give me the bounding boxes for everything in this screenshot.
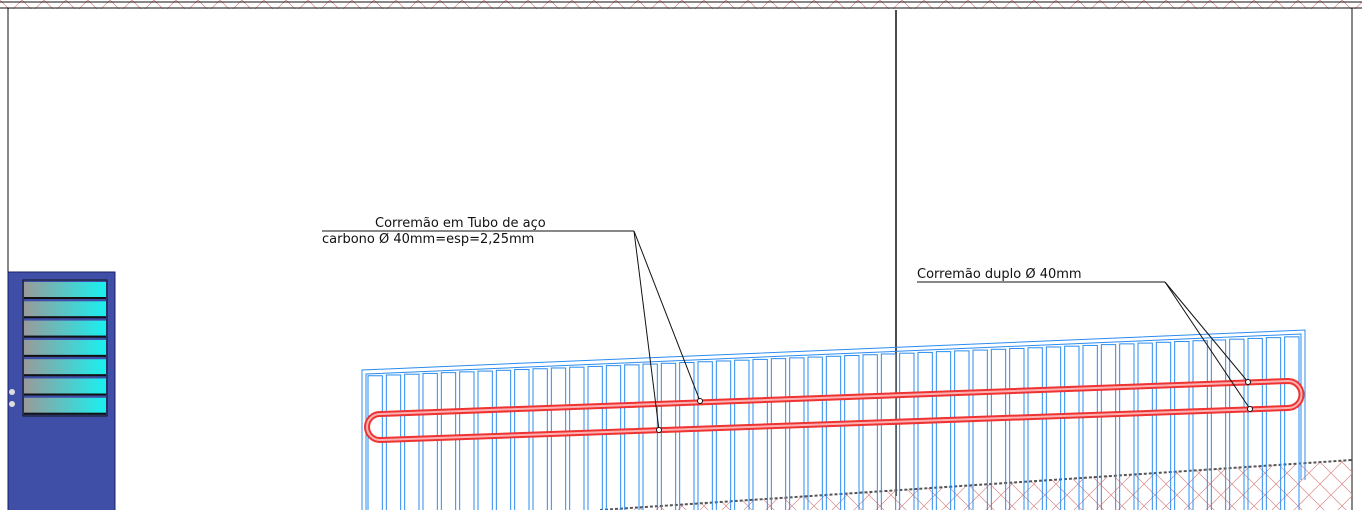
baluster (1155, 341, 1172, 510)
louver (24, 397, 106, 413)
annotation-text: Corremão em Tubo de aço (375, 216, 546, 231)
baluster (679, 362, 695, 510)
baluster (1064, 345, 1080, 510)
baluster (624, 364, 640, 510)
baluster (972, 349, 988, 510)
louver (24, 320, 106, 336)
louver (24, 282, 106, 297)
baluster (1210, 339, 1227, 510)
louver (24, 301, 106, 317)
leader-line (633, 230, 701, 402)
baluster (404, 373, 420, 510)
door-knob (9, 389, 15, 395)
leader-dot (1245, 379, 1251, 385)
leader-dot (656, 427, 662, 433)
leader-dot (1247, 406, 1253, 412)
baluster (1265, 337, 1282, 510)
baluster (1082, 344, 1098, 510)
leader-line (1164, 281, 1249, 383)
handrail (364, 377, 1305, 444)
louver (24, 378, 106, 394)
baluster (770, 358, 787, 510)
baluster (495, 369, 512, 510)
baluster (550, 367, 567, 510)
baluster (532, 368, 548, 510)
baluster (954, 350, 970, 510)
baluster (862, 354, 878, 510)
baluster (789, 357, 805, 510)
railing-frame (365, 333, 1302, 510)
baluster (807, 356, 823, 510)
leader-line (1164, 281, 1251, 410)
baluster (514, 369, 530, 510)
ground-line (599, 459, 1353, 510)
baluster (1284, 336, 1300, 510)
baluster (1009, 348, 1025, 510)
door-knob (9, 401, 15, 407)
baluster (825, 355, 842, 510)
baluster (422, 372, 438, 510)
baluster (697, 361, 713, 510)
baluster (844, 355, 860, 510)
annotation-text: carbono Ø 40mm=esp=2,25mm (322, 232, 534, 247)
baluster (1247, 337, 1263, 510)
baluster (1100, 344, 1117, 510)
leader-dot (697, 398, 703, 404)
louver (24, 359, 106, 375)
baluster (1174, 341, 1190, 510)
baluster (880, 353, 897, 510)
baluster (642, 363, 658, 510)
baluster (734, 359, 750, 510)
baluster (715, 360, 732, 510)
railing-frame (361, 329, 1306, 510)
slab-hatch (0, 0, 1362, 9)
louvers (24, 282, 106, 415)
baluster (1119, 343, 1135, 510)
baluster (385, 374, 402, 510)
baluster (587, 365, 603, 510)
door-frame (22, 279, 108, 417)
baluster (1027, 347, 1043, 510)
baluster (605, 365, 622, 510)
baluster (440, 372, 457, 510)
baluster (1045, 346, 1062, 510)
baluster (660, 362, 677, 510)
baluster (459, 371, 475, 510)
louver (24, 339, 106, 355)
baluster (569, 366, 585, 510)
baluster (752, 358, 768, 510)
baluster (935, 351, 952, 510)
annotation-text: Corremão duplo Ø 40mm (917, 267, 1082, 282)
baluster (1192, 340, 1208, 510)
baluster (367, 375, 383, 510)
railing (361, 329, 1306, 510)
leader-line (633, 230, 660, 431)
baluster (899, 352, 915, 510)
handrail-inner (366, 379, 1303, 442)
baluster (917, 351, 933, 510)
baluster (1137, 342, 1153, 510)
baluster (477, 370, 493, 510)
baluster (990, 348, 1007, 510)
baluster (1229, 338, 1245, 510)
